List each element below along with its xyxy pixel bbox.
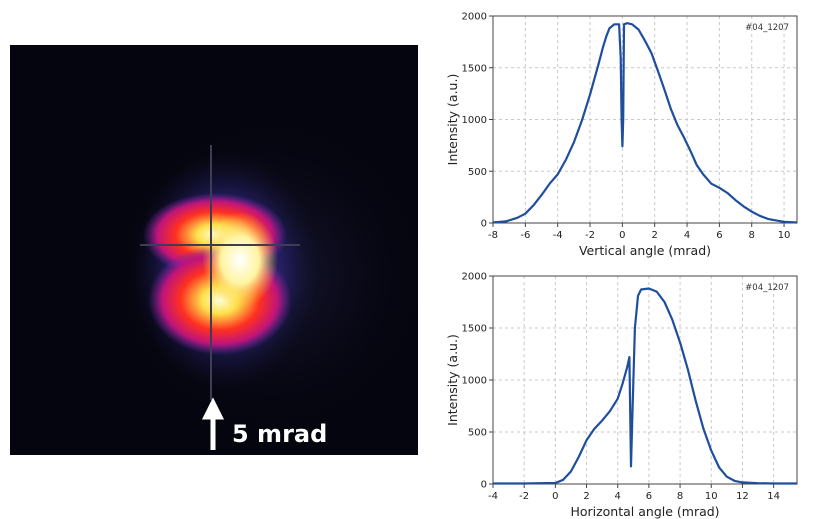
x-tick-label: 0 (619, 230, 625, 241)
x-tick-label: 4 (684, 230, 690, 241)
y-axis-label: Intensity (a.u.) (445, 334, 460, 426)
vertical-profile-chart: -8 -6 -4 -2 0 2 4 6 8 10 0 500 1000 1500 2000 Vertical … (445, 12, 798, 258)
intensity-line (493, 287, 797, 485)
y-tick-label: 0 (481, 480, 487, 491)
x-tick-label: -4 (553, 230, 563, 241)
x-tick-label: -4 (488, 491, 498, 502)
x-axis-label: Horizontal angle (mrad) (570, 504, 719, 519)
x-tick-label: 8 (749, 230, 755, 241)
x-tick-label: 14 (767, 491, 780, 502)
x-tick-label: 2 (652, 230, 658, 241)
x-tick-label: 12 (736, 491, 749, 502)
x-tick-label: 10 (705, 491, 718, 502)
x-tick-label: -8 (488, 230, 498, 241)
beam-profile-image: 5 mrad (10, 45, 418, 455)
intensity-line (492, 22, 798, 224)
y-tick-label: 1500 (462, 324, 487, 335)
x-tick-label: -2 (585, 230, 595, 241)
beam-hotspot (202, 212, 278, 308)
run-tag: #04_1207 (745, 283, 789, 293)
x-tick-label: 6 (646, 491, 652, 502)
y-tick-label: 1000 (462, 115, 487, 126)
y-tick-label: 500 (468, 428, 487, 439)
x-tick-label: 0 (552, 491, 558, 502)
scale-arrow (201, 397, 225, 450)
horizontal-profile-chart: -4 -2 0 2 4 6 8 10 12 14 0 500 1000 1500 2000 Horizonta… (445, 272, 798, 519)
y-tick-label: 1500 (462, 63, 487, 74)
run-tag: #04_1207 (745, 23, 789, 33)
x-tick-label: 4 (615, 491, 621, 502)
x-tick-label: -2 (519, 491, 529, 502)
x-axis-label: Vertical angle (mrad) (579, 243, 711, 258)
x-tick-label: 10 (778, 230, 791, 241)
y-tick-label: 2000 (462, 12, 487, 23)
x-tick-label: 2 (583, 491, 589, 502)
y-tick-label: 1000 (462, 376, 487, 387)
x-tick-label: -6 (520, 230, 530, 241)
y-tick-label: 2000 (462, 272, 487, 283)
x-tick-label: 6 (716, 230, 722, 241)
x-tick-label: 8 (677, 491, 683, 502)
scale-label: 5 mrad (232, 420, 328, 448)
y-tick-label: 500 (468, 167, 487, 178)
beam-heatmap (100, 105, 418, 450)
y-tick-label: 0 (481, 219, 487, 230)
y-axis-label: Intensity (a.u.) (445, 74, 460, 166)
